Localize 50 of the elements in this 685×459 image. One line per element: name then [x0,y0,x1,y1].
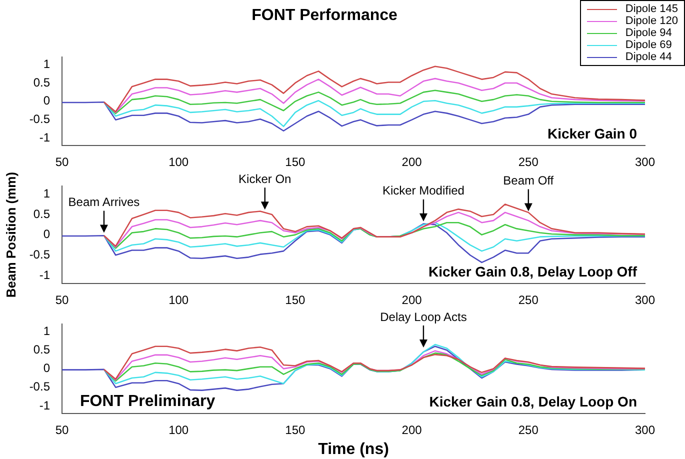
x-tick-label: 300 [634,293,656,308]
y-tick-label: -0.5 [29,247,50,262]
annotation: Delay Loop Acts [380,310,467,324]
annotation: FONT Preliminary [80,392,216,410]
annotation: Kicker Modified [382,184,464,198]
y-tick-label: 1 [43,56,50,71]
x-tick-label: 150 [285,293,306,308]
y-tick-label: 1 [43,186,50,200]
chart-title: FONT Performance [252,7,398,24]
annotation: Kicker Gain 0.8, Delay Loop Off [428,263,638,280]
y-tick-label: 0 [43,361,50,376]
y-tick-label: 0 [43,227,50,242]
x-tick-label: 200 [402,293,422,308]
y-tick-label: -0.5 [29,112,50,126]
y-tick-label: 0 [43,94,50,108]
legend-label: Dipole 44 [625,51,672,63]
x-tick-label: 100 [168,155,189,170]
x-tick-label: 150 [285,422,306,437]
x-tick-label: 50 [55,422,69,437]
x-tick-label: 300 [634,155,656,170]
y-tick-label: 0.5 [33,342,50,356]
legend-label: Dipole 94 [625,27,672,39]
annotation: Kicker On [238,172,292,186]
x-tick-label: 50 [55,155,69,170]
x-tick-label: 300 [634,422,656,437]
y-axis-title: Beam Position (mm) [3,172,18,298]
x-tick-label: 50 [55,293,69,308]
y-tick-label: -0.5 [29,380,50,394]
y-tick-label: 1 [43,324,50,338]
annotation: Kicker Gain 0.8, Delay Loop On [429,393,637,410]
y-tick-label: -1 [39,268,50,282]
x-tick-label: 150 [285,155,306,170]
y-tick-label: 0.5 [33,75,50,90]
x-axis-title: Time (ns) [318,440,389,458]
x-tick-label: 100 [168,422,189,437]
x-tick-label: 250 [518,422,539,437]
x-tick-label: 100 [168,293,189,308]
annotation: Beam Arrives [68,195,140,210]
y-tick-label: -1 [39,130,50,145]
annotation: Kicker Gain 0 [548,125,638,142]
x-tick-label: 250 [518,293,539,308]
x-tick-label: 200 [402,422,422,437]
x-tick-label: 250 [518,155,539,170]
legend-label: Dipole 120 [625,15,678,27]
y-tick-label: -1 [39,398,50,412]
legend-label: Dipole 145 [625,3,678,15]
y-tick-label: 0.5 [33,206,50,221]
x-tick-label: 200 [402,155,422,170]
legend-label: Dipole 69 [625,39,672,51]
annotation: Beam Off [503,174,554,188]
